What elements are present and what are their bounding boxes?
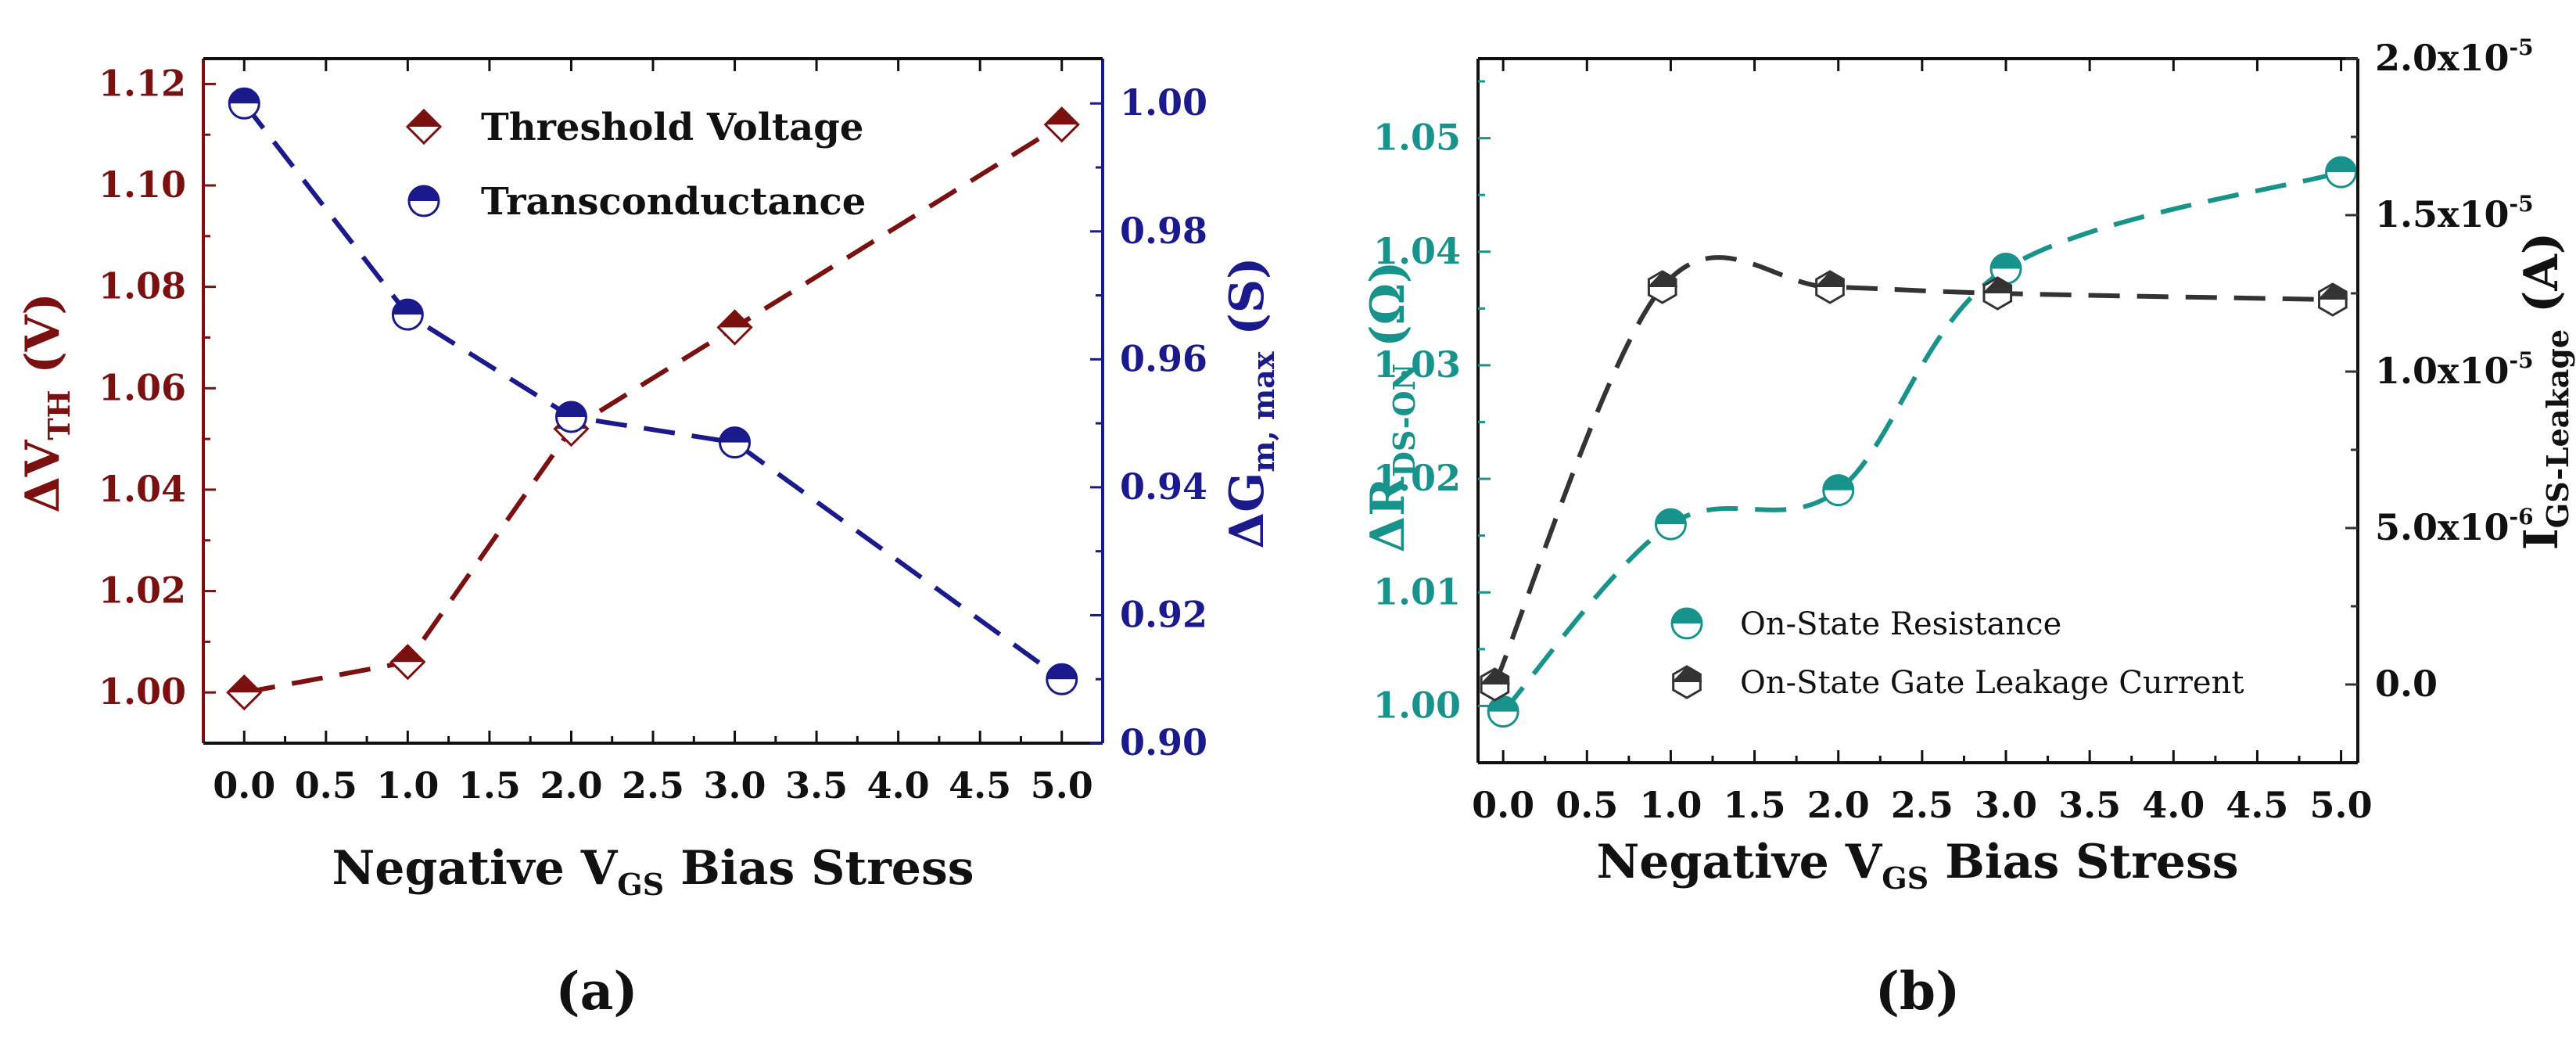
panel-a-right-axis-title: ΔGm, max (S): [1220, 257, 1281, 549]
x-tick-label: 4.5: [949, 764, 1011, 807]
x-tick-label: 4.0: [2142, 784, 2205, 826]
legend-label: Threshold Voltage: [481, 106, 863, 149]
x-tick-label: 3.5: [2058, 784, 2121, 826]
x-tick-label: 0.5: [1555, 784, 1618, 826]
x-tick-label: 2.0: [1807, 784, 1870, 826]
panel-a-chart: 0.0 0.5 1.0 1.5 2.0 2.5 3.0 3.5 4.0 4.5 5.0 1.00 1.0…: [16, 57, 1281, 1022]
series-line-1: [1501, 170, 2342, 713]
x-tick-label: 4.5: [2226, 784, 2288, 826]
left-tick-label: 1.06: [99, 366, 186, 408]
x-tick-label: 5.0: [1031, 764, 1093, 807]
left-tick-label: 1.04: [1373, 230, 1461, 272]
right-tick-label: 0.92: [1120, 593, 1207, 635]
x-tick-label: 4.0: [867, 764, 930, 807]
x-tick-label: 1.0: [1639, 784, 1702, 826]
panel-b-chart: 0.0 0.5 1.0 1.5 2.0 2.5 3.0 3.5 4.0 4.5 5.0 1.00 1.0…: [1361, 34, 2575, 1022]
panel-b-right-axis-title: IGS-Leakage (A): [2514, 232, 2575, 551]
right-tick-label: 0.0: [2375, 663, 2438, 705]
right-tick-label: 1.5x10-5: [2375, 191, 2534, 235]
left-tick-label: 1.00: [99, 670, 186, 713]
right-tick-label: 2.0x10-5: [2375, 34, 2534, 79]
x-tick-label: 3.0: [704, 764, 766, 807]
x-tick-label: 2.0: [540, 764, 602, 807]
x-tick-label: 3.5: [785, 764, 848, 807]
panel-a-left-axis-title: ΔVTH (V): [16, 293, 77, 513]
panel-a-legend: Threshold Voltage Transconductance: [405, 106, 866, 224]
right-tick-label: 5.0x10-6: [2375, 504, 2534, 548]
panel-a-x-axis-title: Negative VGS Bias Stress: [332, 841, 974, 902]
x-tick-label: 1.5: [458, 764, 521, 807]
right-tick-label: 0.98: [1120, 210, 1207, 252]
panel-b-x-axis-title: Negative VGS Bias Stress: [1596, 835, 2238, 896]
left-tick-label: 1.00: [1373, 684, 1461, 726]
x-tick-label: 0.0: [213, 764, 275, 807]
legend-label: On-State Resistance: [1740, 606, 2061, 642]
x-tick-label: 5.0: [2310, 784, 2373, 826]
right-tick-label: 1.00: [1120, 81, 1207, 124]
left-tick-label: 1.05: [1373, 117, 1461, 159]
left-tick-label: 1.08: [99, 265, 186, 307]
x-tick-label: 1.0: [376, 764, 439, 807]
legend-label: On-State Gate Leakage Current: [1740, 665, 2244, 701]
left-tick-label: 1.12: [99, 62, 186, 104]
left-tick-label: 1.04: [99, 468, 186, 510]
panel-b-label: (b): [1875, 961, 1961, 1022]
x-tick-label: 2.5: [622, 764, 684, 807]
x-tick-label: 2.5: [1891, 784, 1954, 826]
right-tick-label: 0.90: [1120, 721, 1207, 764]
x-tick-label: 1.5: [1724, 784, 1786, 826]
x-tick-label: 3.0: [1975, 784, 2037, 826]
right-tick-label: 1.0x10-5: [2375, 347, 2534, 392]
left-tick-label: 1.10: [99, 163, 186, 206]
right-tick-label: 0.94: [1120, 465, 1207, 508]
left-tick-label: 1.03: [1373, 343, 1461, 386]
left-tick-label: 1.01: [1373, 570, 1461, 613]
left-tick-label: 1.02: [1373, 457, 1461, 499]
x-tick-label: 0.0: [1472, 784, 1534, 826]
right-tick-label: 0.96: [1120, 337, 1207, 379]
left-tick-label: 1.02: [99, 570, 186, 612]
series-line-2: [1492, 255, 2333, 686]
x-tick-label: 0.5: [295, 764, 357, 807]
legend-label: Transconductance: [481, 180, 866, 224]
panel-a-label: (a): [555, 961, 637, 1022]
panel-b-left-axis-title: ΔRDS-ON (Ω): [1361, 261, 1422, 553]
panel-b-legend: On-State Resistance On-State Gate Leakage…: [1670, 606, 2244, 701]
